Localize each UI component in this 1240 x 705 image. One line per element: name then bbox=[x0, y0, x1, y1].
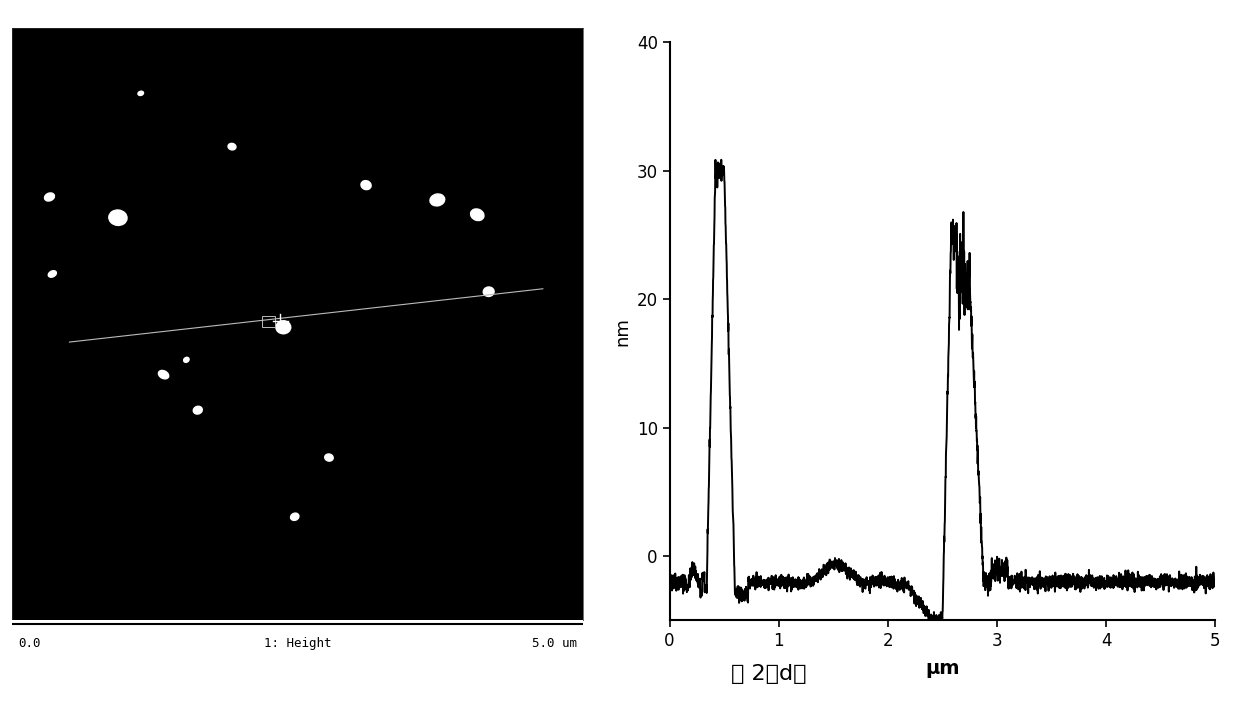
Ellipse shape bbox=[193, 406, 202, 414]
Ellipse shape bbox=[45, 193, 55, 201]
Text: 5.0 um: 5.0 um bbox=[532, 637, 577, 650]
Ellipse shape bbox=[361, 180, 371, 190]
Ellipse shape bbox=[471, 209, 484, 221]
Ellipse shape bbox=[277, 321, 290, 333]
Text: 0.0: 0.0 bbox=[19, 637, 41, 650]
Ellipse shape bbox=[325, 454, 334, 461]
Bar bbox=[262, 316, 275, 326]
Text: 1: Height: 1: Height bbox=[264, 637, 331, 650]
X-axis label: μm: μm bbox=[925, 658, 960, 678]
Ellipse shape bbox=[228, 143, 236, 150]
Ellipse shape bbox=[109, 210, 126, 226]
Y-axis label: nm: nm bbox=[613, 317, 631, 345]
Ellipse shape bbox=[430, 194, 445, 206]
Text: 图 2（d）: 图 2（d） bbox=[732, 664, 806, 684]
Ellipse shape bbox=[290, 513, 299, 520]
Ellipse shape bbox=[484, 287, 494, 297]
Ellipse shape bbox=[138, 91, 144, 95]
Ellipse shape bbox=[159, 370, 169, 379]
Ellipse shape bbox=[184, 357, 188, 362]
Ellipse shape bbox=[48, 271, 56, 277]
